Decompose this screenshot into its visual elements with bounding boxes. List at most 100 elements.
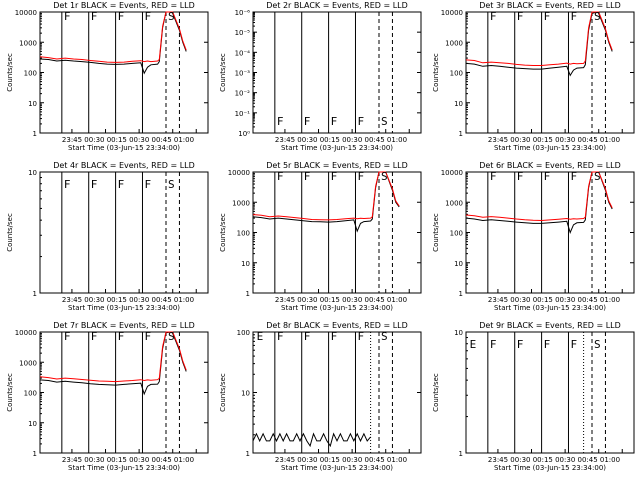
y-tick-label: 100 [450, 230, 463, 238]
marker-f: F [304, 330, 311, 343]
marker-f: F [544, 170, 551, 183]
marker-e: E [257, 330, 264, 343]
y-tick-label: 1 [459, 130, 463, 138]
y-tick-label: 1000 [232, 199, 250, 207]
y-tick-label: 10⁻⁴ [235, 49, 251, 57]
marker-f: F [118, 10, 125, 23]
x-axis-label: Start Time (03-Jun-15 23:34:00) [494, 304, 606, 312]
y-tick-label: 1000 [19, 39, 37, 47]
y-tick-label: 10 [241, 390, 250, 398]
marker-f: F [277, 170, 284, 183]
x-tick-labels: 23:45 00:30 00:15 00:30 00:45 01:00 [62, 136, 194, 144]
y-tick-label: 1 [246, 290, 250, 298]
marker-f: F [304, 115, 311, 128]
series-lld-line [465, 11, 613, 66]
marker-f: F [570, 170, 577, 183]
y-tick-label: 10 [454, 329, 463, 337]
chart-panel-4: Det 4r BLACK = Events, RED = LLD 1 10 Count… [6, 161, 209, 312]
marker-f: F [331, 330, 338, 343]
marker-f: F [490, 10, 497, 23]
y-tick-label: 10 [28, 100, 37, 108]
marker-f: F [64, 10, 71, 23]
marker-f: F [118, 178, 125, 191]
chart-panel-6: Det 6r BLACK = Events, RED = LLD 1 10 100 10… [432, 161, 635, 312]
y-tick-label: 10⁻⁵ [235, 29, 251, 37]
marker-f: F [544, 338, 551, 351]
y-tick-label: 1000 [19, 359, 37, 367]
y-axis-label: Counts/sec [219, 213, 227, 252]
y-tick-label: 1 [459, 290, 463, 298]
x-axis-label: Start Time (03-Jun-15 23:34:00) [68, 464, 180, 472]
series-events-line [252, 432, 371, 448]
y-tick-label: 1000 [445, 199, 463, 207]
marker-f: F [357, 330, 364, 343]
y-axis-label: Counts/sec [6, 373, 14, 412]
x-tick-labels: 23:45 00:30 00:15 00:30 00:45 01:00 [488, 456, 620, 464]
plot-frame [252, 331, 422, 454]
marker-f: F [91, 330, 98, 343]
marker-s: S [168, 178, 175, 191]
x-axis-label: Start Time (03-Jun-15 23:34:00) [68, 304, 180, 312]
marker-f: F [64, 330, 71, 343]
chart-panel-9: Det 9r BLACK = Events, RED = LLD 1 10 Count… [432, 321, 635, 472]
marker-f: F [331, 115, 338, 128]
y-tick-label: 10⁻¹ [235, 110, 251, 118]
marker-f: F [517, 10, 524, 23]
x-axis-label: Start Time (03-Jun-15 23:34:00) [494, 464, 606, 472]
y-tick-label: 100 [237, 230, 250, 238]
marker-f: F [91, 10, 98, 23]
y-tick-label: 10000 [441, 9, 463, 17]
plot-frame [39, 171, 209, 294]
marker-f: F [517, 338, 524, 351]
marker-f: F [277, 330, 284, 343]
y-tick-label: 1 [33, 290, 37, 298]
y-tick-label: 1 [33, 130, 37, 138]
y-tick-label: 10 [454, 100, 463, 108]
marker-f: F [64, 178, 71, 191]
y-tick-label: 10⁰ [238, 130, 250, 138]
y-axis-label: Counts/sec [432, 373, 440, 412]
marker-f: F [91, 178, 98, 191]
chart-panel-1: Det 1r BLACK = Events, RED = LLD 1 10 100 10… [6, 1, 209, 152]
marker-s: S [381, 330, 388, 343]
marker-f: F [517, 170, 524, 183]
chart-panel-7: Det 7r BLACK = Events, RED = LLD 1 10 100 10… [6, 321, 209, 472]
marker-s: S [594, 170, 601, 183]
x-axis-label: Start Time (03-Jun-15 23:34:00) [494, 144, 606, 152]
chart-title: Det 4r BLACK = Events, RED = LLD [53, 161, 195, 170]
y-axis-label: Counts/sec [6, 53, 14, 92]
y-tick-label: 10⁻³ [235, 70, 251, 78]
chart-title: Det 1r BLACK = Events, RED = LLD [53, 1, 195, 10]
plot-frame [465, 331, 635, 454]
marker-f: F [357, 170, 364, 183]
marker-s: S [381, 170, 388, 183]
y-tick-label: 10 [454, 260, 463, 268]
chart-panel-5: Det 5r BLACK = Events, RED = LLD 1 10 100 10… [219, 161, 422, 312]
chart-title: Det 3r BLACK = Events, RED = LLD [479, 1, 621, 10]
plot-frame [465, 11, 635, 134]
marker-s: S [168, 10, 175, 23]
marker-f: F [357, 115, 364, 128]
y-axis-label: Counts/sec [432, 53, 440, 92]
y-tick-label: 100 [24, 70, 37, 78]
marker-s: S [594, 338, 601, 351]
plot-frame [465, 171, 635, 294]
marker-f: F [118, 330, 125, 343]
y-tick-label: 1 [33, 450, 37, 458]
marker-f: F [490, 170, 497, 183]
x-axis-label: Start Time (03-Jun-15 23:34:00) [68, 144, 180, 152]
chart-title: Det 6r BLACK = Events, RED = LLD [479, 161, 621, 170]
chart-title: Det 2r BLACK = Events, RED = LLD [266, 1, 408, 10]
x-axis-label: Start Time (03-Jun-15 23:34:00) [281, 304, 393, 312]
marker-s: S [381, 115, 388, 128]
marker-f: F [570, 338, 577, 351]
y-tick-label: 10⁻⁶ [235, 9, 251, 17]
y-tick-label: 10 [28, 420, 37, 428]
y-tick-label: 10000 [228, 169, 250, 177]
y-tick-label: 10000 [15, 9, 37, 17]
plot-frame [39, 11, 209, 134]
x-axis-label: Start Time (03-Jun-15 23:34:00) [281, 464, 393, 472]
y-axis-label: Counts/sec [219, 373, 227, 412]
marker-f: F [277, 115, 284, 128]
